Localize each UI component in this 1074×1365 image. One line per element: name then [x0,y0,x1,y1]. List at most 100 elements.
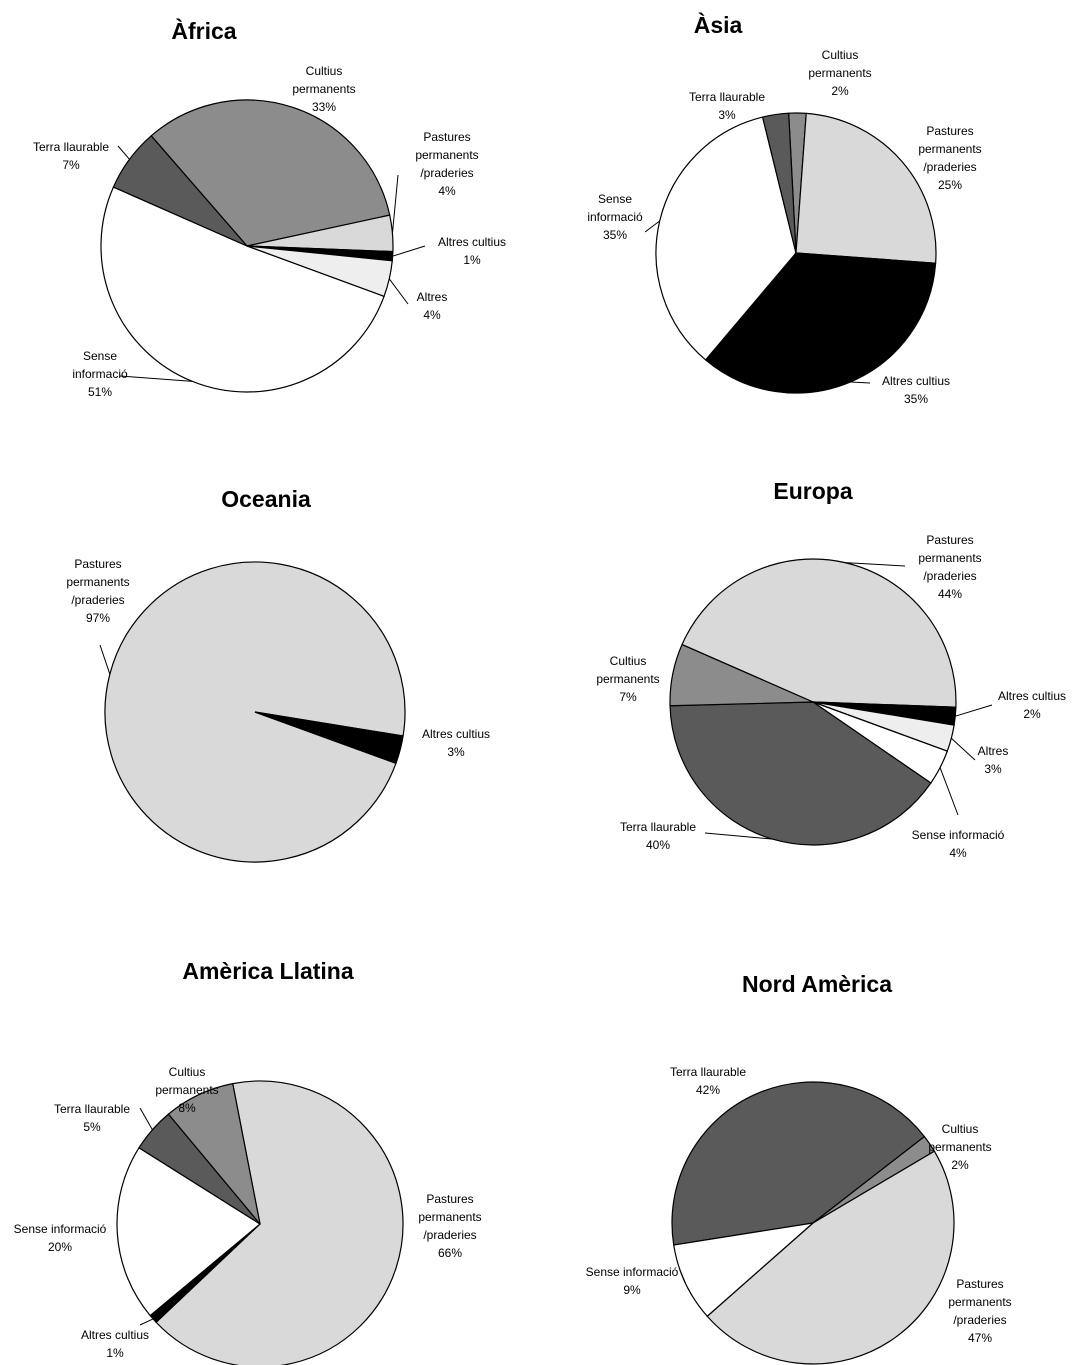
slice-label: Altres cultius 2% [998,687,1066,723]
slice-name: Altres cultius [437,235,507,249]
slice-value: 3% [447,745,465,759]
leader-line [99,644,111,675]
slice-value: 2% [1023,707,1041,721]
slice-label: Altres cultius 35% [882,372,950,408]
slice-value: 2% [831,84,849,98]
pie-slice [100,186,385,393]
slice-name: Cultius permanents [292,64,356,96]
slice-value: 40% [645,838,671,852]
slice-value: 1% [106,1346,124,1360]
leader-line [119,375,193,382]
slice-value: 2% [951,1158,969,1172]
slice-label: Pastures permanents /praderies 97% [66,555,129,627]
slice-label: Sense informació 35% [587,190,642,244]
pie-slice [669,643,814,707]
slice-label: Terra llaurable 7% [33,138,109,174]
leader-line [704,832,773,840]
leader-line [644,220,660,233]
slice-label: Cultius permanents 2% [928,1120,991,1174]
slice-value: 33% [311,100,337,114]
slice-label: Sense informació 4% [912,826,1005,862]
slice-name: Terra llaurable [619,820,697,834]
slice-value: 51% [87,385,113,399]
slice-value: 3% [718,108,736,122]
chart-title: Amèrica Llatina [182,958,354,984]
leader-line [117,145,130,160]
slice-value: 1% [463,253,481,267]
slice-value: 20% [47,1240,73,1254]
pie-slice [761,112,797,254]
slice-value: 7% [619,690,637,704]
pie-slice [655,116,797,361]
slice-name: Altres [416,290,448,304]
slice-label: Terra llaurable 42% [670,1063,746,1099]
slice-value: 42% [695,1083,721,1097]
pie-slice [795,112,937,264]
slice-name: Sense informació [585,1265,679,1279]
slice-label: Pastures permanents /praderies 66% [418,1190,481,1262]
slice-value: 9% [623,1283,641,1297]
slice-value: 4% [423,308,441,322]
chart-title: Europa [773,478,853,504]
pie-slice [671,1081,926,1246]
slice-value: 35% [903,392,929,406]
leader-line [391,174,399,234]
pie-slice [155,1080,404,1365]
slice-name: Pastures permanents /praderies [948,1277,1012,1327]
slice-value: 5% [83,1120,101,1134]
slice-label: Altres 3% [978,742,1009,778]
chart-title: Nord Amèrica [742,971,892,997]
slice-value: 66% [437,1246,463,1260]
slice-label: Cultius permanents 33% [292,62,355,116]
slice-label: Pastures permanents /praderies 47% [948,1275,1011,1347]
slice-label: Pastures permanents /praderies 44% [918,531,981,603]
slice-value: 47% [967,1331,993,1345]
slice-value: 7% [62,158,80,172]
leader-line [139,1318,154,1326]
slice-label: Terra llaurable 5% [54,1100,130,1136]
slice-value: 4% [438,184,456,198]
slice-name: Terra llaurable [53,1102,131,1116]
slice-name: Terra llaurable [688,90,766,104]
slice-name: Pastures permanents /praderies [918,533,982,583]
pie-slice [116,1146,262,1317]
slice-name: Cultius permanents [596,654,660,686]
slice-label: Sense informació 51% [72,347,127,401]
slice-label: Altres 4% [417,288,448,324]
slice-label: Cultius permanents 8% [155,1063,218,1117]
slice-label: Sense informació 20% [14,1220,107,1256]
leader-line [950,737,976,761]
slice-label: Altres cultius 3% [422,725,490,761]
slice-name: Pastures permanents /praderies [66,557,130,607]
slice-name: Altres cultius [421,727,491,741]
slice-name: Sense informació [587,192,643,224]
pie-slice [669,701,932,846]
chart-title: Àsia [693,12,743,38]
slice-value: 97% [85,611,111,625]
slice-label: Cultius permanents 7% [596,652,659,706]
leader-line [388,278,409,305]
leader-line [850,381,871,384]
slice-name: Sense informació [72,349,128,381]
pie-slice [704,252,937,394]
slice-name: Cultius permanents [808,48,872,80]
slice-label: Cultius permanents 2% [808,46,871,100]
leader-line [844,562,906,567]
slice-value: 35% [602,228,628,242]
slice-value: 44% [937,587,963,601]
slice-name: Terra llaurable [669,1065,747,1079]
pie-slice [706,1150,955,1365]
leader-line [139,1107,153,1131]
slice-value: 8% [178,1101,196,1115]
leader-line [679,1269,686,1284]
slice-name: Sense informació [13,1222,107,1236]
leader-line [392,245,426,257]
slice-name: Cultius permanents [155,1065,219,1097]
slice-label: Terra llaurable 40% [620,818,696,854]
slice-name: Cultius permanents [928,1122,992,1154]
pie-slice [112,134,248,247]
slice-name: Altres cultius [997,689,1067,703]
slice-name: Altres cultius [80,1328,150,1342]
